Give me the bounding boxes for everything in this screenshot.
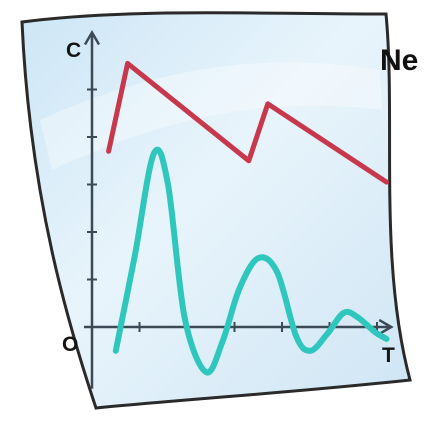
series-layer xyxy=(106,60,390,376)
header-fragment: Ne xyxy=(380,44,419,77)
series-line-teal xyxy=(112,146,390,376)
x-axis-arrow xyxy=(378,318,394,336)
y-axis-label: C xyxy=(66,39,81,62)
x-axis-label: T xyxy=(382,344,395,367)
series-line-red xyxy=(106,60,389,185)
paper-highlight xyxy=(40,62,382,170)
origin-label: O xyxy=(62,333,78,356)
y-axis-arrow xyxy=(83,30,101,46)
